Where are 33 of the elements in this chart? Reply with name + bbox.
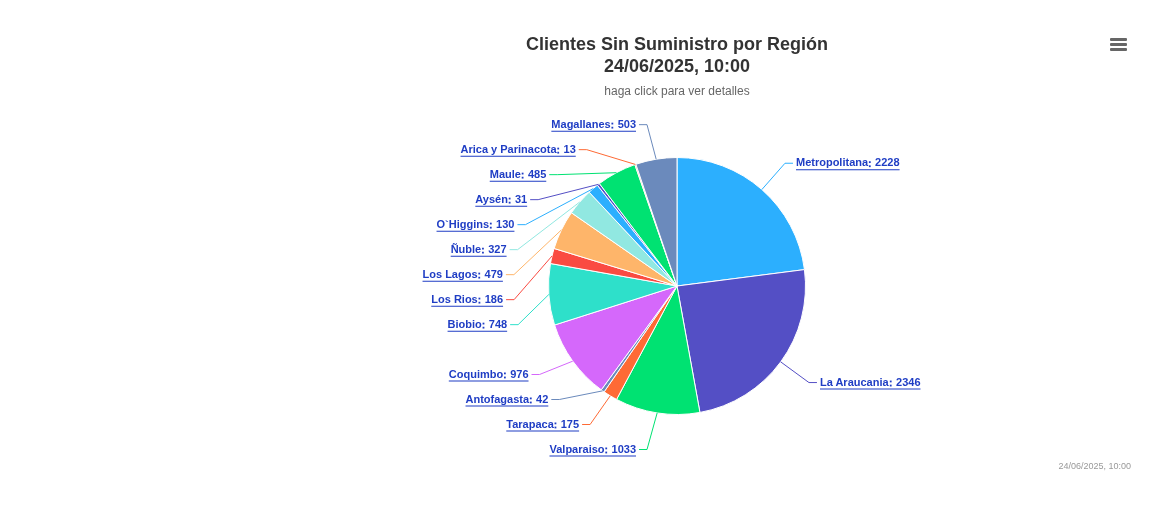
- data-label: 2346: [896, 375, 921, 388]
- slice-label: Antofagasta: [465, 392, 530, 405]
- data-label: 13: [563, 142, 576, 155]
- slice-label: Magallanes: [551, 117, 611, 130]
- slice-label: Los Rios: [431, 292, 478, 305]
- text: 24/06/2025, 10:00: [1058, 460, 1131, 472]
- data-label: 485: [527, 167, 547, 180]
- chart-subtitle: haga click para ver detalles: [603, 84, 751, 99]
- data-label: 1033: [611, 442, 637, 455]
- chart-title: Clientes Sin Suministro por Región 24/06/2025, 10:00: [525, 33, 829, 77]
- data-label: 186: [484, 292, 504, 305]
- data-label: 31: [514, 192, 528, 205]
- data-label: 748: [488, 317, 508, 330]
- slice-label: Tarapaca: [506, 417, 555, 430]
- slice-label: Coquimbo: [448, 367, 504, 380]
- data-label: 479: [484, 267, 503, 280]
- data-label: 175: [560, 417, 580, 430]
- slice-label: Valparaiso: [549, 442, 605, 455]
- data-label: 976: [510, 367, 529, 380]
- slice-label: Ñuble: [450, 242, 482, 255]
- data-label: 503: [617, 117, 637, 130]
- data-label: 327: [488, 242, 507, 255]
- data-label: 42: [536, 392, 549, 405]
- data-label: 130: [496, 217, 515, 230]
- slice-label: Metropolitana: [795, 156, 869, 169]
- data-label: 2228: [875, 156, 900, 169]
- slice-label: Maule: [489, 167, 521, 180]
- slice-label: Aysén: [475, 192, 509, 205]
- slice-label: Arica y Parinacota: [460, 142, 558, 155]
- slice-label: La Araucania: [819, 375, 890, 388]
- slice-label: O`Higgins: [436, 217, 490, 230]
- slice-label: Los Lagos: [422, 267, 478, 280]
- slice-label: Biobio: [447, 317, 483, 330]
